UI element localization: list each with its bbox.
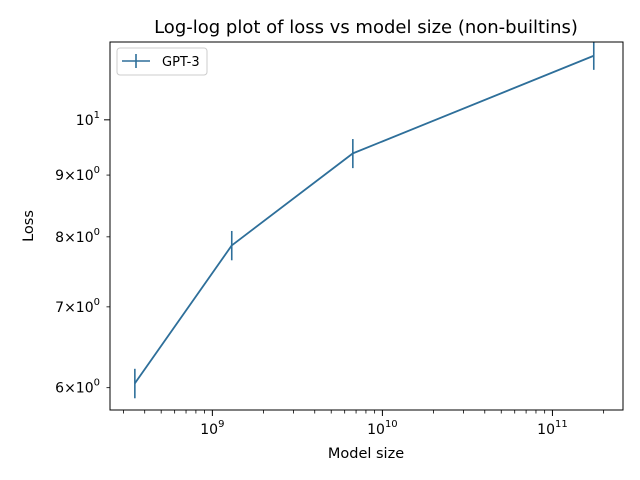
x-axis-ticks: 109 1010 1011 xyxy=(123,410,605,438)
y-tick-label-minor-2: 8×100 xyxy=(55,227,100,246)
x-tick-label-0: 109 xyxy=(200,419,224,438)
chart-title: Log-log plot of loss vs model size (non-… xyxy=(154,17,578,38)
y-axis-label: Loss xyxy=(21,210,37,242)
x-axis-label: Model size xyxy=(328,446,404,462)
plot-area xyxy=(134,42,595,399)
y-axis-ticks: 101 6×100 7×100 8×100 9×100 xyxy=(55,110,110,397)
series-line-gpt-3 xyxy=(134,54,595,384)
y-tick-label-major-0: 101 xyxy=(76,110,100,129)
x-tick-label-1: 1010 xyxy=(367,419,398,438)
legend-box xyxy=(116,47,208,76)
legend: GPT-3 xyxy=(116,47,208,76)
x-tick-label-2: 1011 xyxy=(537,419,568,438)
y-tick-label-minor-3: 9×100 xyxy=(55,165,100,184)
axes-frame xyxy=(109,41,624,411)
y-tick-label-minor-1: 7×100 xyxy=(55,297,100,316)
legend-label-gpt-3: GPT-3 xyxy=(162,55,200,70)
y-tick-label-minor-0: 6×100 xyxy=(55,378,100,397)
